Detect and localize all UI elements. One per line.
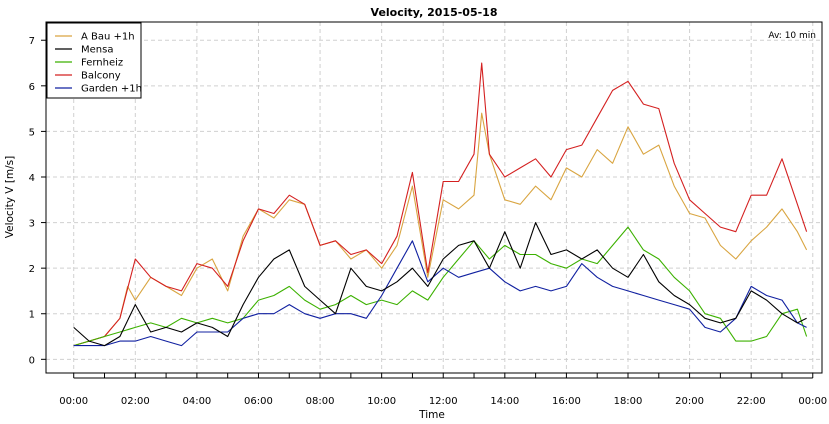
x-axis-label: Time xyxy=(418,409,445,421)
plot-frame xyxy=(45,21,823,374)
legend-label: Fernheiz xyxy=(81,58,123,69)
y-tick-label: 4 xyxy=(29,173,35,184)
series-line-garden-1h xyxy=(73,240,807,347)
y-tick-label: 0 xyxy=(29,355,35,366)
grid xyxy=(46,22,822,373)
series-layer xyxy=(73,62,808,347)
y-tick-label: 7 xyxy=(29,36,35,47)
x-tick-label: 00:00 xyxy=(798,396,827,407)
x-axis: 00:00 02:00 04:00 06:00 08:00 10:00 12:00 14:00… xyxy=(59,373,827,407)
x-tick-label: 04:00 xyxy=(182,396,211,407)
x-tick-label: 02:00 xyxy=(121,396,150,407)
y-tick-label: 5 xyxy=(29,127,35,138)
x-tick-label: 06:00 xyxy=(244,396,273,407)
x-tick-label: 16:00 xyxy=(552,396,581,407)
legend-label: A Bau +1h xyxy=(81,32,135,43)
x-tick-label: 20:00 xyxy=(675,396,704,407)
x-tick-label: 08:00 xyxy=(306,396,335,407)
legend: A Bau +1h Mensa Fernheiz Balcony Garden +1h xyxy=(46,22,142,99)
chart-title: Velocity, 2015-05-18 xyxy=(371,6,498,19)
x-tick-label: 12:00 xyxy=(429,396,458,407)
y-axis: 0 1 2 3 4 5 6 7 xyxy=(29,36,46,366)
legend-label: Mensa xyxy=(81,45,113,56)
series-line-a-bau-1h xyxy=(73,112,808,347)
y-axis-label: Velocity V [m/s] xyxy=(4,156,16,238)
legend-label: Garden +1h xyxy=(81,84,142,95)
x-tick-label: 22:00 xyxy=(737,396,766,407)
series-line-mensa xyxy=(73,222,807,347)
x-tick-label: 00:00 xyxy=(59,396,88,407)
y-tick-label: 6 xyxy=(29,82,35,93)
y-tick-label: 3 xyxy=(29,219,35,230)
x-tick-label: 18:00 xyxy=(614,396,643,407)
averaging-note: Av: 10 min xyxy=(768,31,816,41)
y-tick-label: 2 xyxy=(29,264,35,275)
x-tick-label: 14:00 xyxy=(490,396,519,407)
series-line-balcony xyxy=(73,62,808,347)
legend-label: Balcony xyxy=(81,71,121,82)
y-tick-label: 1 xyxy=(29,310,35,321)
x-tick-label: 10:00 xyxy=(367,396,396,407)
